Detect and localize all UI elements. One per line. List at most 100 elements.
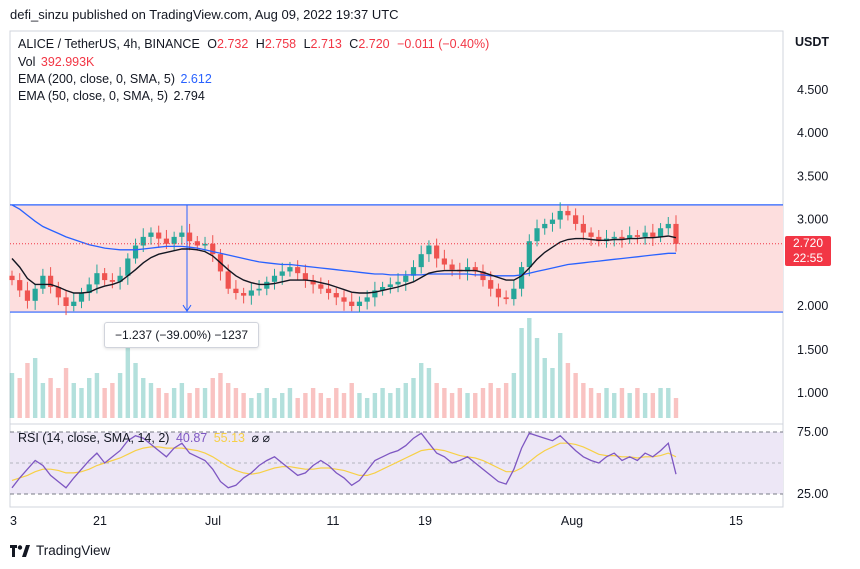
volume-bar	[426, 368, 432, 418]
bar-countdown: 22:55	[792, 250, 824, 265]
volume-bar	[419, 363, 424, 418]
volume-bar	[642, 393, 648, 418]
candle-body	[526, 241, 532, 268]
close-value: 2.720	[358, 37, 390, 51]
volume-bar	[187, 393, 192, 418]
volume-bar	[48, 378, 53, 418]
rsi-axis[interactable]: 75.00 25.00	[797, 425, 828, 501]
volume-bar	[519, 328, 524, 418]
volume-bar	[449, 393, 455, 418]
candle-body	[518, 267, 525, 289]
candle-body	[341, 297, 347, 302]
candle-body	[650, 232, 656, 237]
volume-bar	[473, 393, 478, 418]
volume-bar	[171, 388, 177, 418]
candle-body	[418, 254, 424, 268]
ema50-legend[interactable]: EMA (50, close, 0, SMA, 5) 2.794	[18, 89, 205, 103]
ema200-legend[interactable]: EMA (200, close, 0, SMA, 5) 2.612	[18, 72, 212, 86]
chart-frame: 4.500 4.000 3.500 3.000 2.000 1.500 1.000 75.0…	[9, 30, 828, 528]
currency-label[interactable]: USDT	[795, 35, 830, 49]
rsi-tick-label: 25.00	[797, 487, 828, 501]
time-tick-label: 19	[418, 514, 432, 528]
range-box[interactable]	[10, 204, 783, 313]
candle-body	[163, 238, 170, 244]
ema50-value: 2.794	[173, 89, 205, 103]
volume-bar	[117, 373, 123, 418]
candle-body	[665, 223, 671, 229]
volume-bar	[364, 398, 370, 418]
measure-label[interactable]: −1.237 (−39.00%) −1237	[104, 322, 260, 348]
candle-body	[464, 267, 471, 272]
volume-bar	[372, 393, 378, 418]
price-axis[interactable]: 4.500 4.000 3.500 3.000 2.000 1.500 1.000	[797, 83, 828, 400]
volume-bar	[581, 383, 586, 418]
time-axis[interactable]: 3 21 Jul 11 19 Aug 15	[10, 514, 743, 528]
volume-bar	[56, 388, 61, 418]
volume-bar	[310, 388, 316, 418]
open-label: O	[207, 37, 218, 51]
current-price-badge[interactable]: 2.720 22:55	[785, 235, 831, 266]
candle-body	[295, 267, 301, 274]
time-tick-label: Jul	[205, 514, 221, 528]
candle-body	[372, 290, 378, 298]
candle-body	[395, 281, 401, 285]
volume-bar	[125, 348, 131, 418]
volume-bar	[349, 383, 354, 418]
high-value: 2.758	[264, 37, 297, 51]
candle-body	[673, 223, 679, 244]
high-label: H	[255, 37, 265, 51]
candle-body	[449, 264, 455, 270]
volume-bar	[9, 373, 15, 418]
volume-bar	[148, 383, 154, 418]
volume-bar	[388, 393, 393, 418]
rsi-label: RSI (14, close, SMA, 14, 2)	[18, 431, 170, 445]
candle-body	[233, 288, 239, 294]
volume-bar	[303, 393, 308, 418]
candle-body	[318, 284, 324, 289]
volume-bar	[673, 398, 679, 418]
volume-bar	[225, 383, 231, 418]
volume-bars	[9, 318, 679, 418]
candle-body	[17, 280, 23, 291]
time-tick-label: 3	[10, 514, 17, 528]
footer-brand: TradingView	[36, 543, 111, 558]
volume-bar	[164, 393, 169, 418]
candle-body	[410, 267, 417, 276]
volume-bar	[87, 378, 92, 418]
rsi-visibility-icons[interactable]: ⌀ ⌀	[251, 431, 270, 445]
symbol-legend[interactable]: ALICE / TetherUS, 4h, BINANCE O2.732 H2.…	[18, 37, 489, 51]
volume-bar	[210, 378, 215, 418]
ema200-label: EMA (200, close, 0, SMA, 5)	[18, 72, 176, 86]
volume-bar	[403, 383, 408, 418]
volume-bar	[94, 373, 100, 418]
candle-body	[248, 290, 254, 296]
volume-bar	[511, 373, 517, 418]
volume-bar	[434, 383, 439, 418]
volume-bar	[17, 378, 22, 418]
candle-body	[434, 245, 440, 259]
candle-body	[657, 228, 664, 237]
volume-bar	[588, 388, 594, 418]
volume-bar	[627, 393, 632, 418]
candle-body	[387, 284, 393, 287]
measure-arrow-head	[182, 304, 192, 312]
rsi-legend[interactable]: RSI (14, close, SMA, 14, 2) 40.87 55.13 …	[18, 430, 270, 445]
candle-body	[202, 243, 208, 246]
candle-body	[125, 258, 131, 276]
candle-body	[140, 236, 146, 246]
volume-bar	[241, 393, 246, 418]
candle-body	[78, 293, 85, 302]
volume-bar	[357, 393, 362, 418]
footer[interactable]: TradingView	[10, 543, 110, 558]
symbol-name[interactable]: ALICE / TetherUS, 4h, BINANCE	[18, 37, 200, 51]
candle-body	[596, 236, 602, 242]
candle-body	[426, 245, 432, 255]
volume-bar	[79, 388, 84, 418]
candle-body	[611, 236, 617, 239]
volume-legend[interactable]: Vol 392.993K	[18, 55, 94, 69]
candle-body	[588, 232, 594, 237]
candle-body	[511, 288, 517, 300]
candle-body	[349, 301, 355, 306]
rsi-tick-label: 75.00	[797, 425, 828, 439]
volume-bar	[318, 393, 324, 418]
